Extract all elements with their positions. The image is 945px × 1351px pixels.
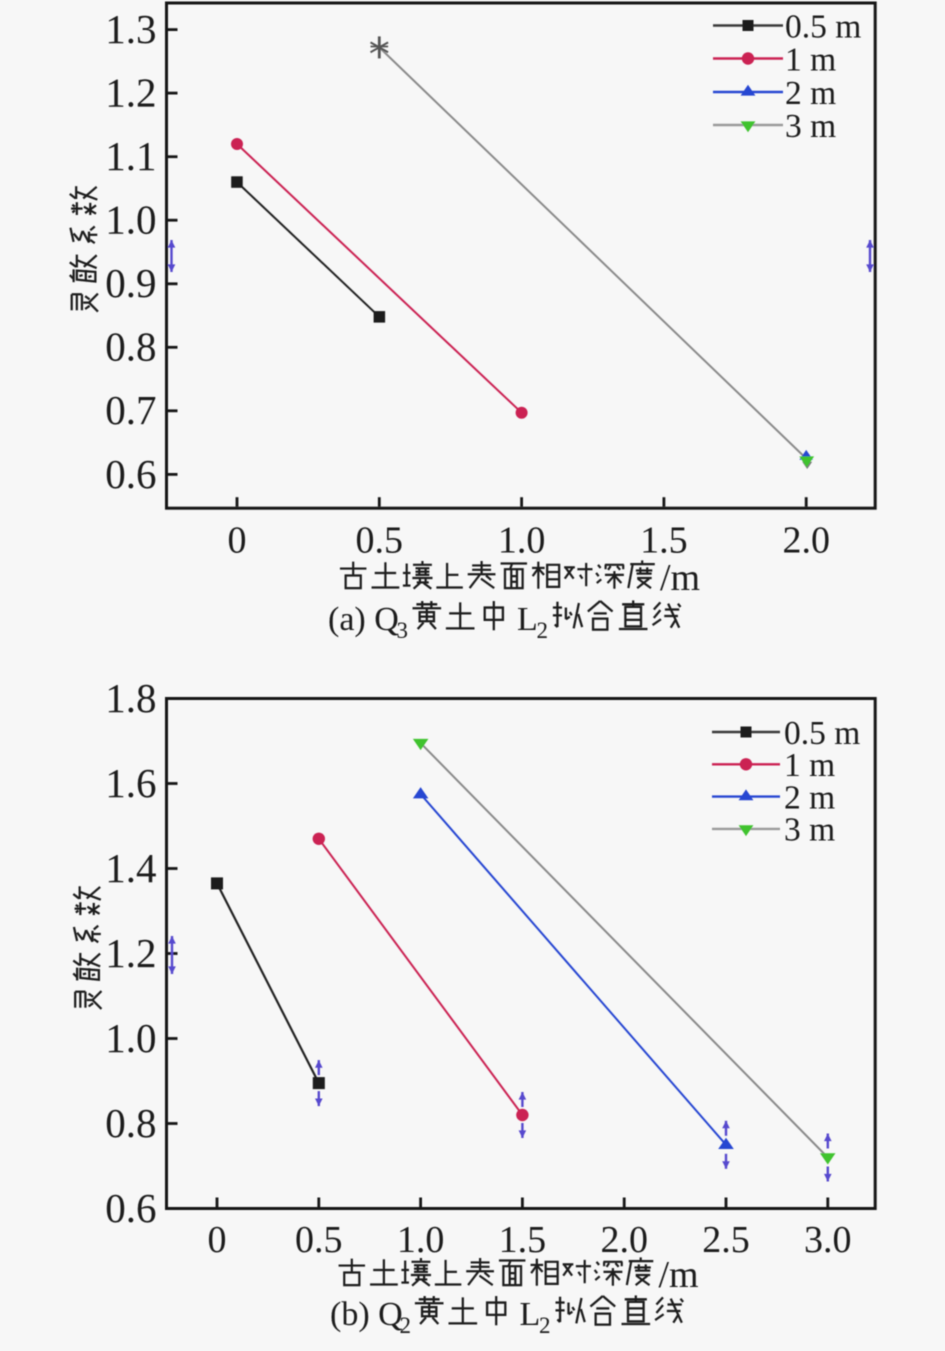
svg-text:2: 2 bbox=[537, 618, 549, 643]
svg-text:2 m: 2 m bbox=[784, 779, 835, 816]
svg-text:0.8: 0.8 bbox=[105, 1100, 156, 1146]
svg-text:L: L bbox=[520, 1296, 541, 1333]
svg-text:0: 0 bbox=[208, 1219, 227, 1261]
svg-text:0.5 m: 0.5 m bbox=[785, 8, 861, 45]
svg-text:3 m: 3 m bbox=[785, 108, 836, 145]
svg-text:1.8: 1.8 bbox=[105, 675, 156, 721]
svg-text:2.0: 2.0 bbox=[600, 1219, 648, 1261]
svg-text:0.5: 0.5 bbox=[356, 520, 404, 562]
svg-text:2 m: 2 m bbox=[785, 75, 836, 112]
svg-text:1.0: 1.0 bbox=[105, 197, 156, 243]
svg-text:1.5: 1.5 bbox=[640, 520, 688, 562]
svg-text:2: 2 bbox=[400, 1313, 412, 1338]
svg-text:3.0: 3.0 bbox=[804, 1219, 852, 1261]
svg-text:3 m: 3 m bbox=[784, 812, 835, 849]
svg-text:0.6: 0.6 bbox=[105, 1185, 156, 1231]
svg-text:0.7: 0.7 bbox=[105, 387, 156, 433]
svg-text:(b) Q: (b) Q bbox=[330, 1296, 403, 1333]
svg-text:1.4: 1.4 bbox=[105, 845, 156, 891]
svg-text:3: 3 bbox=[397, 618, 409, 643]
svg-text:1.2: 1.2 bbox=[105, 70, 156, 116]
svg-text:/m: /m bbox=[659, 1254, 699, 1296]
svg-text:1.5: 1.5 bbox=[499, 1219, 547, 1261]
svg-text:/m: /m bbox=[660, 557, 700, 599]
svg-text:(a) Q: (a) Q bbox=[328, 601, 399, 638]
svg-text:1.3: 1.3 bbox=[105, 6, 156, 52]
svg-text:0.9: 0.9 bbox=[105, 260, 156, 306]
svg-text:1.0: 1.0 bbox=[397, 1219, 445, 1261]
svg-text:1 m: 1 m bbox=[784, 747, 835, 784]
svg-text:0.6: 0.6 bbox=[105, 451, 156, 497]
svg-text:2.0: 2.0 bbox=[782, 520, 830, 562]
svg-text:L: L bbox=[517, 601, 538, 638]
svg-text:1 m: 1 m bbox=[785, 41, 836, 78]
svg-text:0.8: 0.8 bbox=[105, 324, 156, 370]
svg-text:0.5: 0.5 bbox=[295, 1219, 343, 1261]
svg-text:0.5 m: 0.5 m bbox=[784, 715, 860, 752]
svg-text:1.1: 1.1 bbox=[105, 133, 156, 179]
svg-text:1.2: 1.2 bbox=[105, 930, 156, 976]
svg-text:2.5: 2.5 bbox=[702, 1219, 750, 1261]
svg-text:1.0: 1.0 bbox=[105, 1015, 156, 1061]
svg-text:0: 0 bbox=[228, 520, 247, 562]
svg-text:2: 2 bbox=[539, 1313, 551, 1338]
svg-text:1.6: 1.6 bbox=[105, 760, 156, 806]
svg-text:1.0: 1.0 bbox=[498, 520, 546, 562]
